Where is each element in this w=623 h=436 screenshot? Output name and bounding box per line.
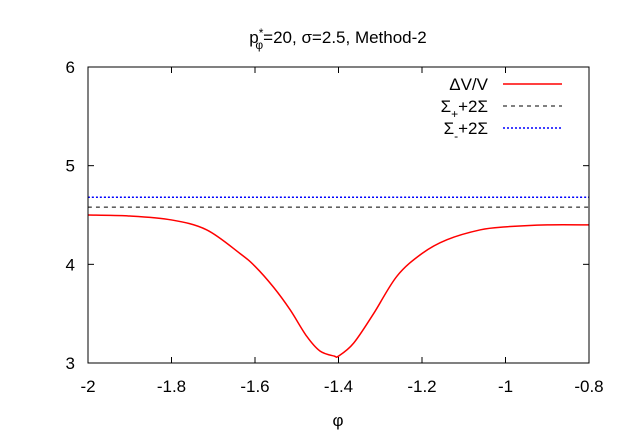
series-line-0 [87, 214, 590, 358]
legend-label-0: ΔV/V [449, 75, 488, 94]
chart-title: p* φ=20, σ=2.5, Method-2 [249, 26, 427, 52]
legend-label-2: Σ-+2Σ [444, 119, 488, 143]
x-tick-label: -0.8 [574, 377, 603, 396]
plot-frame [87, 66, 590, 364]
y-tick-label: 4 [66, 255, 75, 274]
y-tick-label: 5 [66, 157, 75, 176]
x-tick-label: -1.4 [324, 377, 353, 396]
legend-label-1: Σ++2Σ [441, 97, 488, 121]
x-tick-label: -2 [80, 377, 95, 396]
y-tick-label: 3 [66, 354, 75, 373]
x-axis-label: φ [332, 411, 343, 430]
y-tick-label: 6 [66, 58, 75, 77]
x-tick-label: -1.2 [407, 377, 436, 396]
x-tick-label: -1.6 [240, 377, 269, 396]
x-tick-label: -1 [498, 377, 513, 396]
x-tick-label: -1.8 [157, 377, 186, 396]
